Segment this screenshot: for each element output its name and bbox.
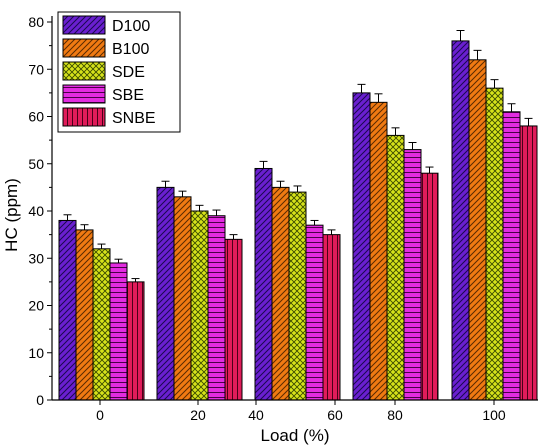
y-tick-label-40: 40 [28,203,44,219]
x-tick-label-80: 80 [387,407,403,423]
y-tick-label-50: 50 [28,156,44,172]
x-tick-label-100: 100 [482,407,506,423]
bar-d100-2 [254,167,273,401]
bar-sde-2 [288,191,307,401]
y-tick-label-10: 10 [28,345,44,361]
legend-swatch-b100 [62,38,106,58]
legend-swatch-d100 [62,15,106,35]
bar-b100-4 [468,59,487,401]
legend-swatch-sde [62,61,106,81]
bar-sde-3 [386,134,405,401]
bar-b100-1 [173,196,192,401]
bar-snbe-3 [420,172,439,401]
plot-area: 0 10 20 30 40 50 60 70 80 0 20 40 60 80 100 [28,14,538,423]
bar-sde-4 [485,87,504,401]
legend-label-snbe: SNBE [112,110,156,127]
bar-snbe-4 [519,125,538,401]
legend-swatch-snbe [62,107,106,127]
y-tick-label-0: 0 [36,392,44,408]
x-tick-label-60: 60 [327,407,343,423]
bar-snbe-1 [224,238,243,401]
x-tick-label-0: 0 [96,407,104,423]
y-tick-label-70: 70 [28,61,44,77]
bar-sbe-4 [502,111,521,401]
bar-sbe-0 [109,262,128,401]
y-tick-label-60: 60 [28,109,44,125]
legend-label-d100: D100 [112,18,150,35]
legend-label-b100: B100 [112,41,149,58]
legend-label-sbe: SBE [112,87,144,104]
bar-sbe-3 [403,149,422,401]
legend: D100 B100 SDE SBE SNBE [57,11,181,133]
bar-b100-3 [369,101,388,401]
bar-sde-1 [190,210,209,401]
bar-d100-0 [58,219,77,401]
y-axis-title: HC (ppm) [2,178,21,252]
bar-d100-1 [156,186,175,401]
legend-swatch-sbe [62,84,106,104]
bar-sde-0 [92,248,111,401]
legend-label-sde: SDE [112,64,145,81]
bar-b100-0 [75,229,94,401]
bar-sbe-1 [207,215,226,401]
bar-snbe-0 [126,281,145,401]
x-tick-label-40: 40 [248,407,264,423]
y-tick-label-80: 80 [28,14,44,30]
y-tick-label-20: 20 [28,298,44,314]
x-axis-title: Load (%) [261,426,330,445]
bar-snbe-2 [322,234,341,401]
y-tick-label-30: 30 [28,250,44,266]
bar-sbe-2 [305,224,324,401]
x-tick-label-20: 20 [190,407,206,423]
bar-d100-3 [352,92,371,401]
bar-d100-4 [451,40,470,401]
bar-b100-2 [271,186,290,401]
